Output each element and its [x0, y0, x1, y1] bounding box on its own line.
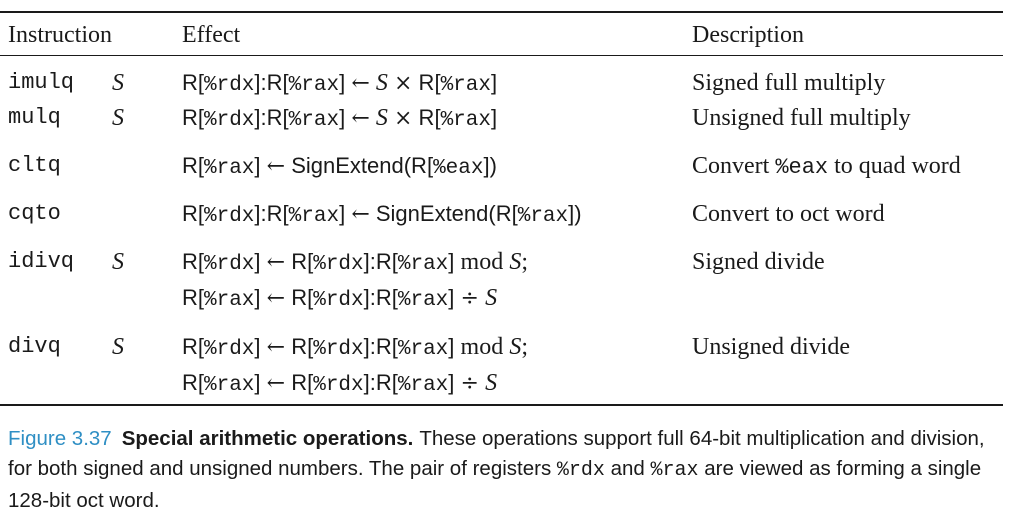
row-instruction: imulq — [8, 69, 74, 97]
row-effect: R[%rdx]:R[%rax] ← S × R[%rax] — [182, 69, 497, 100]
table-bottom-rule — [0, 404, 1003, 406]
row-effect: R[%rdx]:R[%rax] ← S × R[%rax] — [182, 104, 497, 135]
caption-register: %rdx — [557, 459, 605, 482]
table-top-rule — [0, 11, 1003, 13]
header-description: Description — [692, 21, 804, 49]
row-effect-line1: R[%rdx] ← R[%rdx]:R[%rax] mod S; — [182, 333, 528, 364]
row-operand: S — [112, 69, 124, 97]
row-instruction: cqto — [8, 200, 61, 228]
row-effect-line2: R[%rax] ← R[%rdx]:R[%rax] ÷ S — [182, 284, 497, 315]
figure-number: Figure 3.37 — [8, 427, 112, 450]
row-description: Convert %eax to quad word — [692, 152, 961, 182]
row-description: Convert to oct word — [692, 200, 885, 228]
instruction-table: Instruction Effect Description imulq S R… — [0, 0, 1012, 410]
row-effect-line1: R[%rdx] ← R[%rdx]:R[%rax] mod S; — [182, 248, 528, 279]
caption-title: Special arithmetic operations. — [122, 427, 414, 450]
row-effect-line2: R[%rax] ← R[%rdx]:R[%rax] ÷ S — [182, 369, 497, 400]
table-header-rule — [0, 55, 1003, 56]
header-effect: Effect — [182, 21, 240, 49]
header-instruction: Instruction — [8, 21, 112, 49]
figure-caption: Figure 3.37 Special arithmetic operations… — [8, 424, 1008, 516]
row-description: Signed full multiply — [692, 69, 885, 97]
row-description: Signed divide — [692, 248, 825, 276]
row-operand: S — [112, 104, 124, 132]
row-operand: S — [112, 248, 124, 276]
row-instruction: divq — [8, 333, 61, 361]
row-description: Unsigned divide — [692, 333, 850, 361]
row-operand: S — [112, 333, 124, 361]
caption-text: and — [605, 457, 651, 480]
caption-register: %rax — [651, 459, 699, 482]
row-instruction: idivq — [8, 248, 74, 276]
row-effect: R[%rax] ← SignExtend(R[%eax]) — [182, 152, 497, 183]
row-description: Unsigned full multiply — [692, 104, 911, 132]
row-instruction: mulq — [8, 104, 61, 132]
row-instruction: cltq — [8, 152, 61, 180]
row-effect: R[%rdx]:R[%rax] ← SignExtend(R[%rax]) — [182, 200, 582, 231]
